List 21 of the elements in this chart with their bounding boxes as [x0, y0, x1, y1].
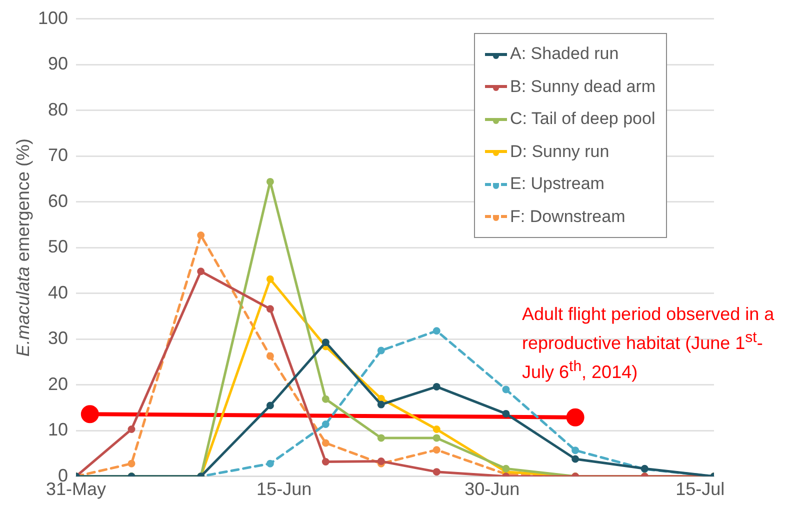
y-tick-label: 30: [48, 328, 68, 348]
text: Adult flight period observed in a reproductive habitat (June 1$^{st}$-July 6$^{th}$, 2014): [522, 304, 774, 382]
legend-label: C: Tail of deep pool: [510, 109, 656, 130]
legend-label: A: Shaded run: [510, 44, 619, 64]
y-tick-label: 50: [48, 236, 68, 257]
x-tick-label: 15-Jul: [676, 479, 725, 500]
y-tick-label: 10: [48, 420, 68, 440]
legend-label: E: Upstream: [510, 174, 604, 194]
y-tick-label: 80: [48, 99, 68, 120]
y-tick-label: 70: [48, 145, 68, 166]
x-tick-label: 30-Jun: [464, 479, 520, 500]
y-tick-label: 100: [38, 8, 68, 28]
y-tick-label: 20: [48, 374, 68, 394]
y-tick-label: 90: [48, 54, 68, 74]
y-axis-title: E.maculata emergence (%): [12, 138, 33, 357]
legend-label: D: Sunny run: [510, 142, 610, 162]
legend-label: F: Downstream: [510, 206, 626, 227]
y-tick-label: 40: [48, 282, 68, 302]
y-tick-label: 60: [48, 190, 68, 211]
legend-label: B: Sunny dead arm: [510, 76, 656, 97]
x-tick-label: 15-Jun: [256, 479, 312, 500]
